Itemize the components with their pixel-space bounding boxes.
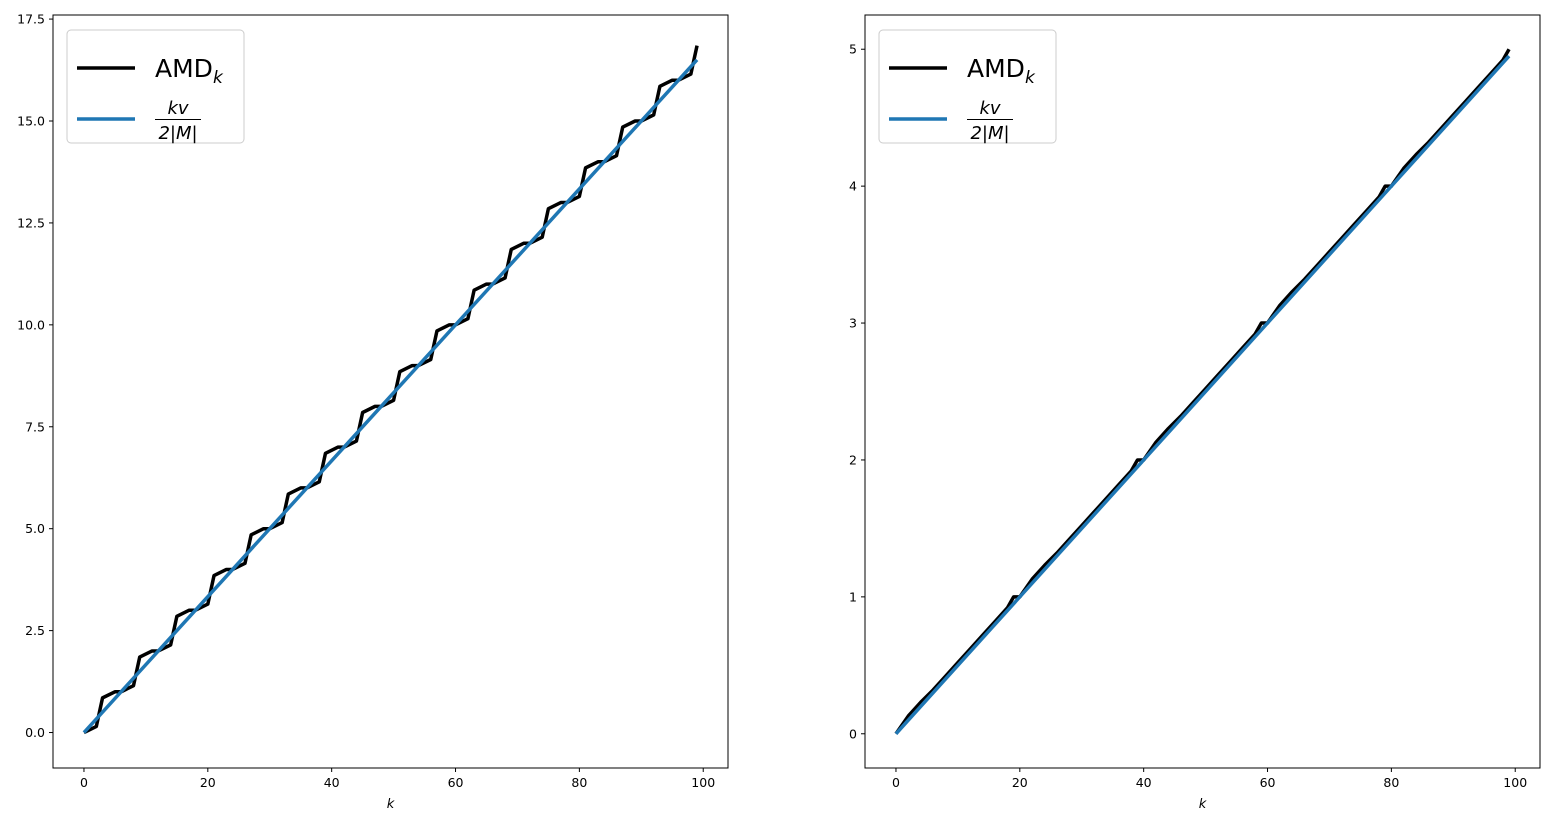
x-tick-label: 40 bbox=[1136, 775, 1152, 790]
x-tick-label: 20 bbox=[200, 775, 216, 790]
y-tick-label: 3 bbox=[849, 316, 857, 331]
legend-fraction-denominator: 2|M| bbox=[970, 123, 1009, 144]
linear-series-line bbox=[894, 54, 1511, 735]
x-tick-label: 60 bbox=[1260, 775, 1276, 790]
axes-frame bbox=[864, 14, 1541, 769]
legend-box bbox=[878, 29, 1057, 144]
x-tick-label: 20 bbox=[1012, 775, 1028, 790]
y-tick-label: 17.5 bbox=[17, 12, 45, 27]
axes-frame bbox=[52, 14, 729, 769]
y-tick-label: 15.0 bbox=[17, 113, 45, 128]
linear-series-line bbox=[82, 58, 699, 734]
y-tick-label: 2 bbox=[849, 452, 857, 467]
amd-series-line bbox=[894, 48, 1511, 735]
x-tick-label: 80 bbox=[1383, 775, 1399, 790]
left-chart-panel: 0 20 40 60 80 100 0.0 2.5 5.0 7.5 10.0 12.5 15.0 17.5… bbox=[17, 12, 729, 812]
y-tick-label: 12.5 bbox=[17, 215, 45, 230]
x-tick-label: 100 bbox=[1503, 775, 1527, 790]
legend-box bbox=[66, 29, 245, 144]
y-tick-label: 7.5 bbox=[25, 419, 45, 434]
x-tick-label: 80 bbox=[571, 775, 587, 790]
amd-series-line bbox=[83, 45, 699, 735]
y-tick-label: 4 bbox=[849, 179, 857, 194]
x-tick-label: 40 bbox=[324, 775, 340, 790]
y-tick-label: 0.0 bbox=[25, 725, 45, 740]
legend-fraction-denominator: 2|M| bbox=[158, 123, 197, 144]
x-axis-label: k bbox=[387, 797, 395, 812]
y-tick-label: 0 bbox=[849, 726, 857, 741]
legend-amd-label: AMDk bbox=[155, 54, 224, 88]
y-tick-label: 2.5 bbox=[25, 623, 45, 638]
x-tick-label: 100 bbox=[691, 775, 715, 790]
x-tick-label: 0 bbox=[80, 775, 88, 790]
legend-fraction-numerator: kv bbox=[167, 98, 188, 119]
y-tick-label: 10.0 bbox=[17, 317, 45, 332]
legend-fraction-numerator: kv bbox=[979, 98, 1000, 119]
legend-amd-label: AMDk bbox=[967, 54, 1036, 88]
legend: AMDk kv 2|M| bbox=[66, 29, 245, 144]
x-tick-label: 60 bbox=[448, 775, 464, 790]
legend: AMDk kv 2|M| bbox=[878, 29, 1057, 144]
y-tick-label: 5 bbox=[849, 42, 857, 57]
right-chart-panel: 0 20 40 60 80 100 0 1 2 3 4 5 k AMDk kv 2|M| bbox=[849, 14, 1541, 812]
y-tick-label: 1 bbox=[849, 589, 857, 604]
y-tick-label: 5.0 bbox=[25, 521, 45, 536]
x-axis-label: k bbox=[1199, 797, 1207, 812]
x-tick-label: 0 bbox=[892, 775, 900, 790]
